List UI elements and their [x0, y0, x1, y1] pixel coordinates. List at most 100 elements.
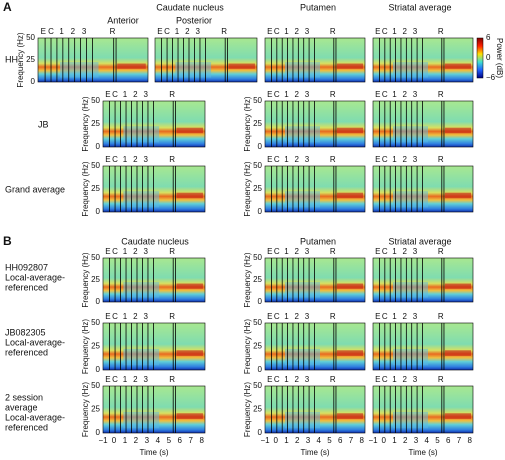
- y-axis-label: Frequency (Hz): [243, 319, 252, 374]
- spectrogram-patch: [393, 282, 428, 298]
- event-label: R: [330, 247, 336, 256]
- colorbar-label: Power (dB): [495, 38, 504, 78]
- panel-frame: [154, 37, 258, 83]
- y-tick-label: 0: [258, 428, 263, 437]
- spectrogram-patch: [123, 126, 160, 143]
- event-label: E: [267, 155, 272, 164]
- y-axis-label: Frequency (Hz): [243, 252, 252, 307]
- event-label: 3: [196, 27, 201, 36]
- row-label: HH: [5, 54, 18, 64]
- panel-frame: [372, 37, 474, 83]
- spectrogram-patch: [123, 348, 160, 366]
- x-tick-label: 5: [167, 436, 172, 445]
- spectrogram-patch: [445, 413, 471, 419]
- x-tick-label: 6: [178, 436, 183, 445]
- event-label: C: [382, 90, 388, 99]
- column-header: Putamen: [300, 236, 336, 246]
- spectrogram-patch: [445, 283, 471, 289]
- event-label: 2: [133, 155, 138, 164]
- event-label: R: [330, 312, 336, 321]
- y-tick-label: 25: [253, 342, 262, 351]
- spectrogram-patch: [123, 411, 160, 429]
- event-label: 1: [175, 27, 180, 36]
- event-label: 2: [294, 155, 299, 164]
- event-label: R: [438, 312, 444, 321]
- spectrogram-patch: [123, 282, 160, 298]
- y-axis-label: Frequency (Hz): [243, 382, 252, 437]
- event-label: E: [375, 90, 380, 99]
- spectrogram-patch: [337, 127, 363, 134]
- panel-frame: [37, 37, 149, 83]
- x-tick-label: 1: [123, 436, 128, 445]
- x-tick-label: 6: [446, 436, 451, 445]
- event-label: E: [375, 27, 380, 36]
- x-tick-label: −1: [368, 436, 378, 445]
- column-header: Striatal average: [388, 236, 451, 246]
- event-label: 1: [284, 312, 289, 321]
- y-tick-label: 0: [258, 365, 263, 374]
- event-label: C: [382, 375, 388, 384]
- spectrogram-patch: [445, 127, 471, 134]
- event-label: R: [330, 90, 336, 99]
- event-label: 2: [133, 90, 138, 99]
- event-label: 1: [123, 312, 128, 321]
- y-axis-label: Frequency (Hz): [81, 382, 90, 437]
- event-label: 1: [123, 247, 128, 256]
- y-axis-label: Frequency (Hz): [81, 252, 90, 307]
- x-tick-label: 2: [134, 436, 139, 445]
- colorbar-tick: 0: [486, 53, 491, 62]
- spectrogram-patch: [176, 283, 203, 289]
- event-label: R: [438, 155, 444, 164]
- event-label: E: [267, 375, 272, 384]
- x-axis-label: Time (s): [139, 448, 168, 457]
- event-label: C: [274, 312, 280, 321]
- event-label: 3: [82, 27, 87, 36]
- y-axis-label: Frequency (Hz): [81, 161, 90, 216]
- y-tick-label: 25: [91, 342, 100, 351]
- event-label: 2: [294, 90, 299, 99]
- panel-frame: [372, 385, 474, 434]
- event-label: C: [382, 247, 388, 256]
- event-label: 2: [185, 27, 190, 36]
- event-label: E: [105, 375, 110, 384]
- spectrogram-patch: [285, 126, 320, 143]
- spectrogram-patch: [445, 350, 471, 356]
- event-label: 1: [284, 375, 289, 384]
- x-tick-label: 1: [392, 436, 397, 445]
- event-label: E: [105, 90, 110, 99]
- row-label: Grand average: [5, 184, 65, 194]
- event-label: 1: [284, 27, 289, 36]
- panel-frame: [372, 165, 474, 213]
- event-label: 2: [294, 312, 299, 321]
- y-tick-label: 50: [253, 253, 262, 262]
- x-tick-label: −1: [98, 436, 108, 445]
- event-label: 3: [413, 27, 418, 36]
- column-header: Caudate nucleus: [156, 2, 224, 12]
- y-tick-label: 50: [91, 381, 100, 390]
- panel-frame: [264, 322, 366, 371]
- panel-frame: [102, 385, 206, 434]
- event-label: 2: [402, 375, 407, 384]
- event-label: 1: [392, 90, 397, 99]
- event-label: 2: [402, 312, 407, 321]
- event-label: R: [221, 27, 227, 36]
- event-label: 1: [284, 247, 289, 256]
- y-tick-label: 0: [96, 428, 101, 437]
- event-label: 1: [392, 27, 397, 36]
- panel-frame: [102, 322, 206, 371]
- spectrogram-patch: [285, 411, 320, 429]
- spectrogram-patch: [176, 127, 203, 134]
- y-tick-label: 50: [91, 253, 100, 262]
- event-label: E: [105, 312, 110, 321]
- event-label: R: [330, 375, 336, 384]
- event-label: R: [330, 155, 336, 164]
- y-tick-label: 25: [26, 55, 35, 64]
- x-tick-label: 1: [284, 436, 289, 445]
- column-header: Striatal average: [388, 2, 451, 12]
- event-label: R: [169, 375, 175, 384]
- event-label: E: [375, 375, 380, 384]
- event-label: 1: [123, 375, 128, 384]
- x-tick-label: 8: [360, 436, 365, 445]
- event-label: R: [438, 27, 444, 36]
- event-label: 3: [305, 90, 310, 99]
